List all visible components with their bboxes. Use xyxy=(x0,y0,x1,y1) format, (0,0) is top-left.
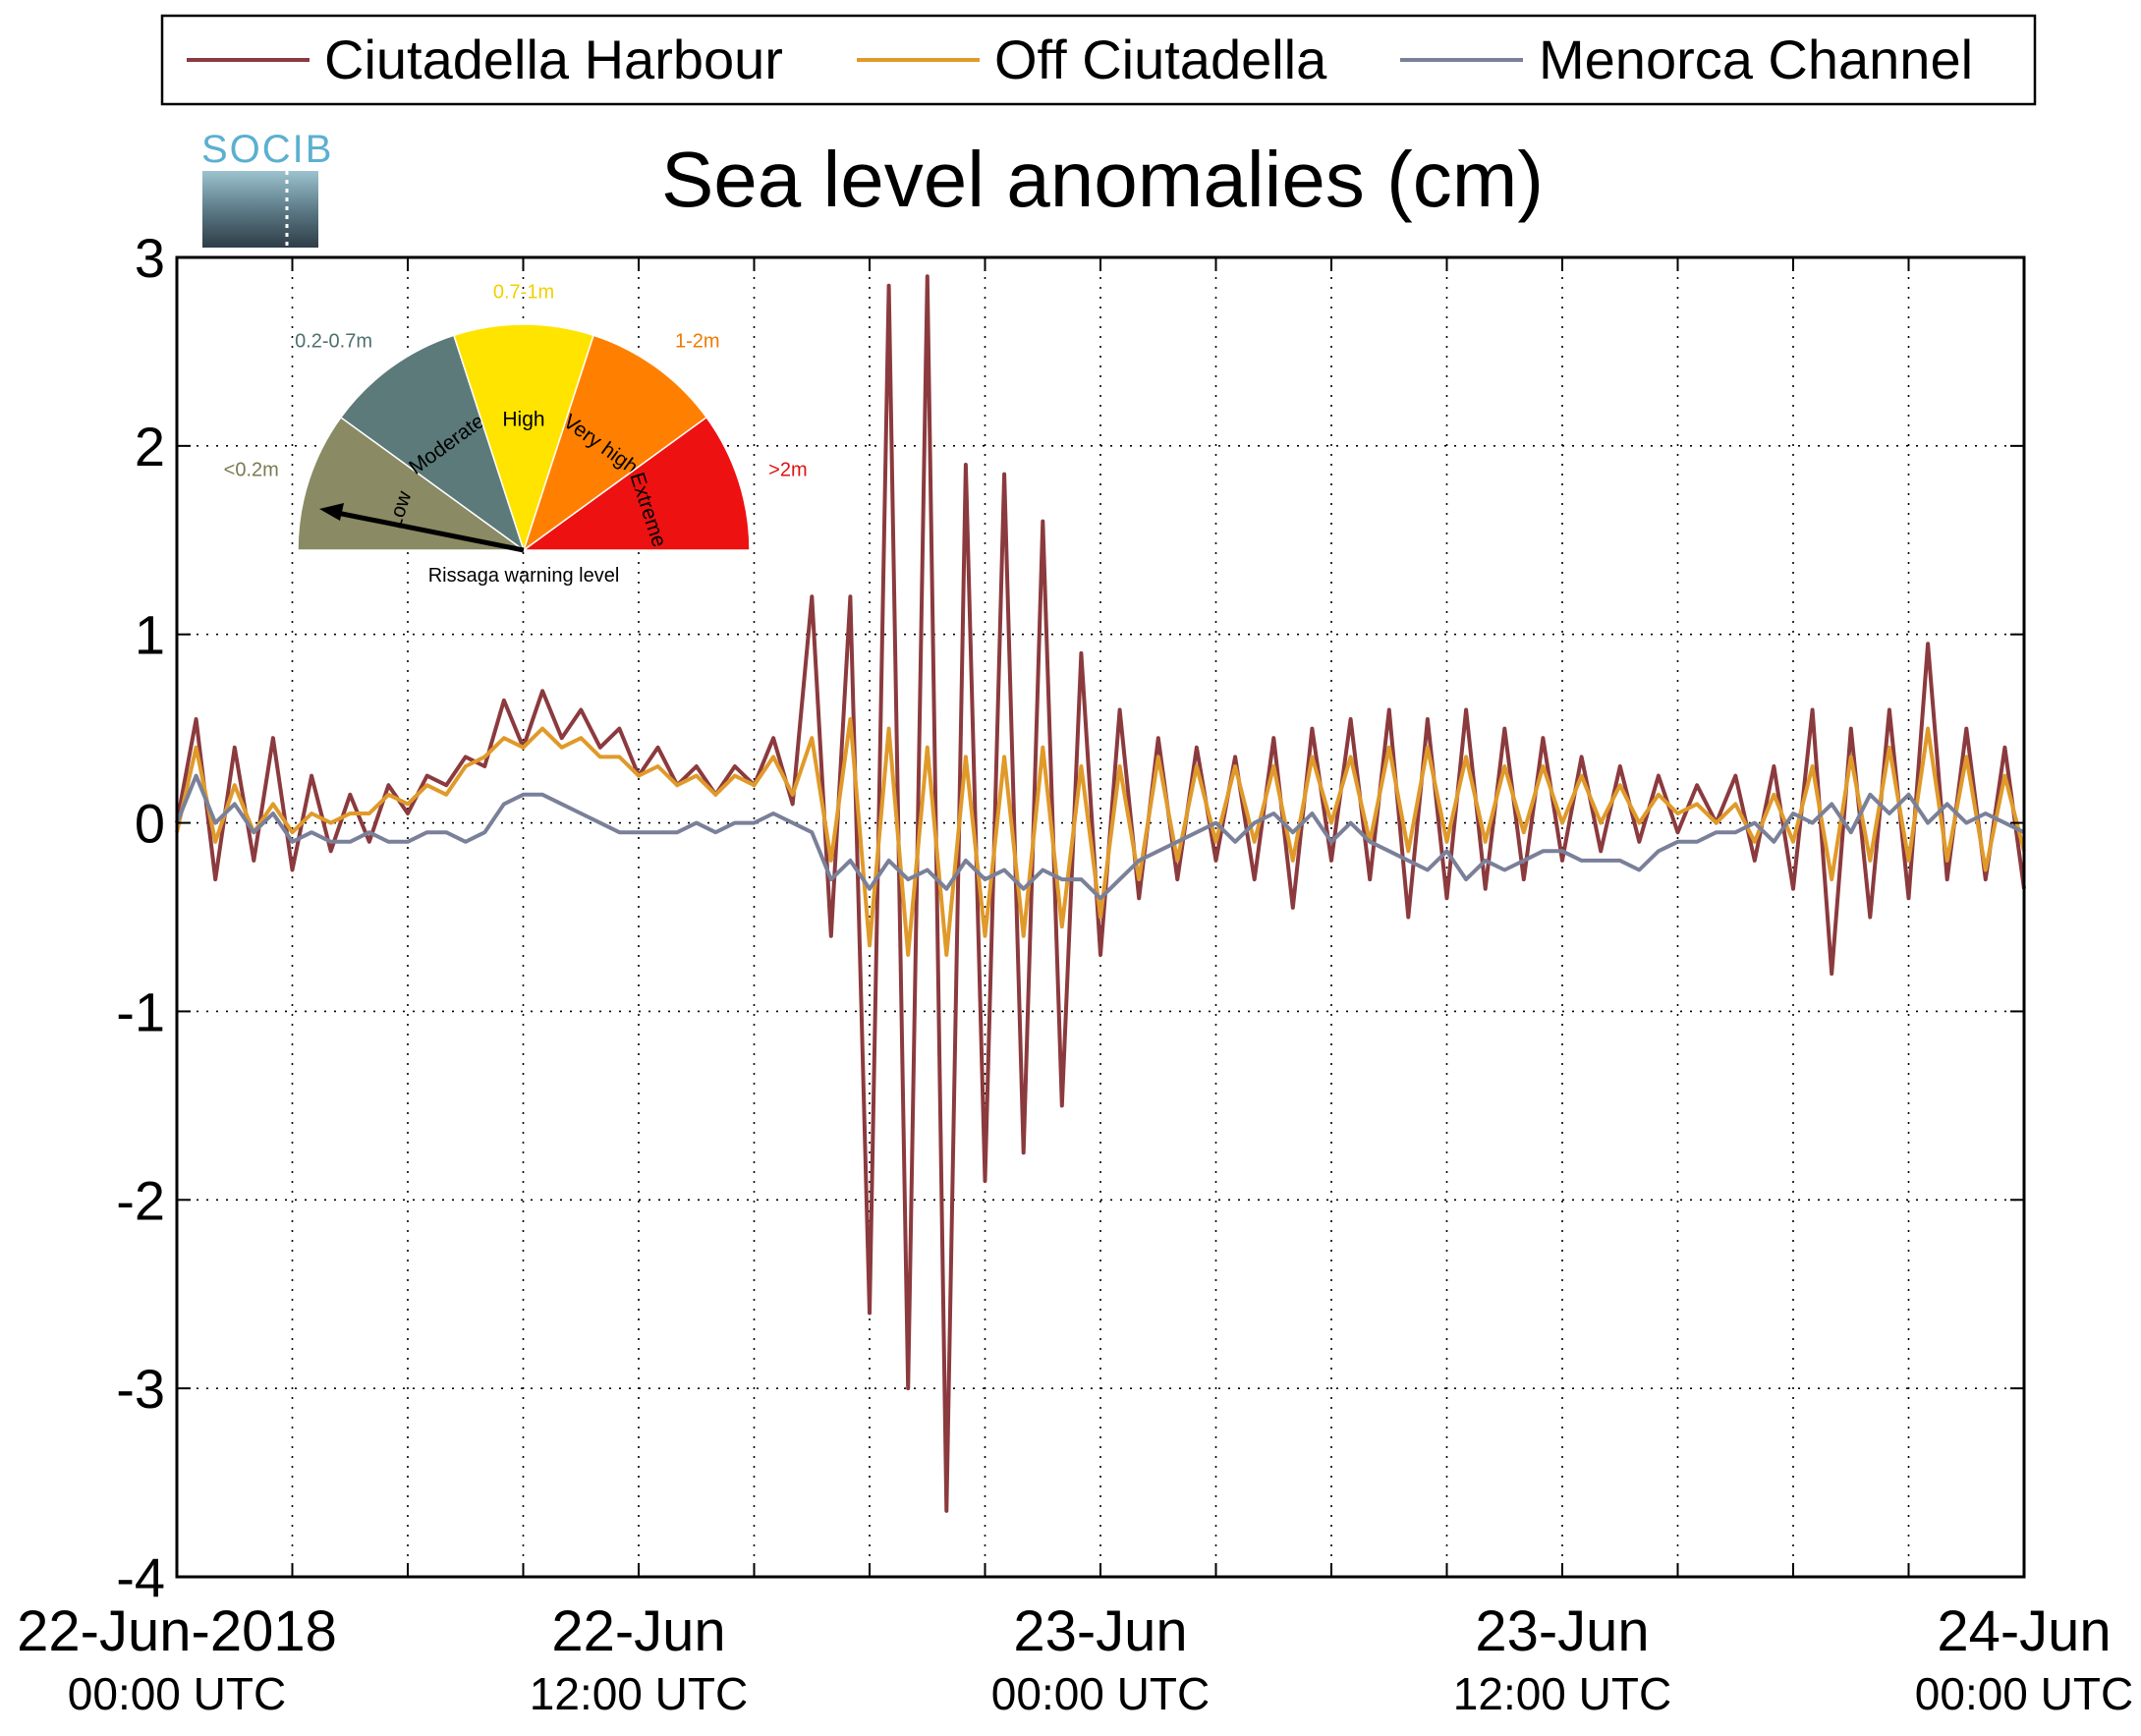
x-tick-label-time: 12:00 UTC xyxy=(1453,1668,1671,1719)
axis-ticks xyxy=(176,256,2025,1578)
y-tick-label: 0 xyxy=(135,793,165,855)
y-tick-label: 3 xyxy=(135,227,165,289)
socib-logo-block xyxy=(202,171,318,248)
gauge-range-moderate: 0.2-0.7m xyxy=(295,330,372,352)
gauge-range-extreme: >2m xyxy=(768,459,807,480)
gauge-range-low: <0.2m xyxy=(224,459,279,480)
x-tick-label-time: 12:00 UTC xyxy=(530,1668,748,1719)
gauge-needle-head xyxy=(319,503,344,521)
y-tick-label: -1 xyxy=(116,980,165,1042)
socib-logo: SOCIB xyxy=(201,128,333,248)
y-tick-label: -4 xyxy=(116,1546,165,1608)
x-tick-label-date: 22-Jun-2018 xyxy=(17,1599,337,1663)
legend-label-menorca-channel: Menorca Channel xyxy=(1539,28,1973,90)
legend-box xyxy=(160,14,2037,106)
x-tick-label-date: 22-Jun xyxy=(551,1599,725,1663)
gauge-segment-moderate xyxy=(339,334,526,552)
x-tick-label-date: 23-Jun xyxy=(1013,1599,1187,1663)
gauge-range-high: 0.7-1m xyxy=(493,281,554,303)
y-tick-label: 1 xyxy=(135,604,165,666)
x-tick-label-time: 00:00 UTC xyxy=(991,1668,1210,1719)
chart-title: Sea level anomalies (cm) xyxy=(661,136,1544,223)
series-layer xyxy=(175,274,2026,1513)
x-tick-label-time: 00:00 UTC xyxy=(1915,1668,2133,1719)
x-tick-label-date: 23-Jun xyxy=(1475,1599,1649,1663)
y-tick-label: -3 xyxy=(116,1358,165,1420)
gauge-segment-high xyxy=(452,323,595,553)
y-tick-label: -2 xyxy=(116,1169,165,1231)
legend: Ciutadella Harbour Off Ciutadella Menorc… xyxy=(160,14,2037,106)
series-line-off-ciutadella xyxy=(175,717,2026,957)
x-tick-label-date: 24-Jun xyxy=(1937,1599,2111,1663)
legend-label-ciutadella-harbour: Ciutadella Harbour xyxy=(324,28,783,90)
legend-label-off-ciutadella: Off Ciutadella xyxy=(994,28,1327,90)
gauge-range-very-high: 1-2m xyxy=(675,330,720,352)
series-line-menorca-channel xyxy=(175,773,2025,901)
gauge-needle xyxy=(331,509,525,553)
gauge-label-high: High xyxy=(502,409,544,431)
gauge-title: Rissaga warning level xyxy=(428,565,620,587)
y-axis-tick-labels: 3 2 1 0 -1 -2 -3 -4 xyxy=(116,227,165,1608)
gauge-segment-very-high xyxy=(522,334,708,552)
socib-logo-text: SOCIB xyxy=(201,128,333,171)
y-tick-label: 2 xyxy=(135,416,165,477)
x-tick-label-time: 00:00 UTC xyxy=(68,1668,286,1719)
gauge-segment-extreme xyxy=(521,416,751,551)
